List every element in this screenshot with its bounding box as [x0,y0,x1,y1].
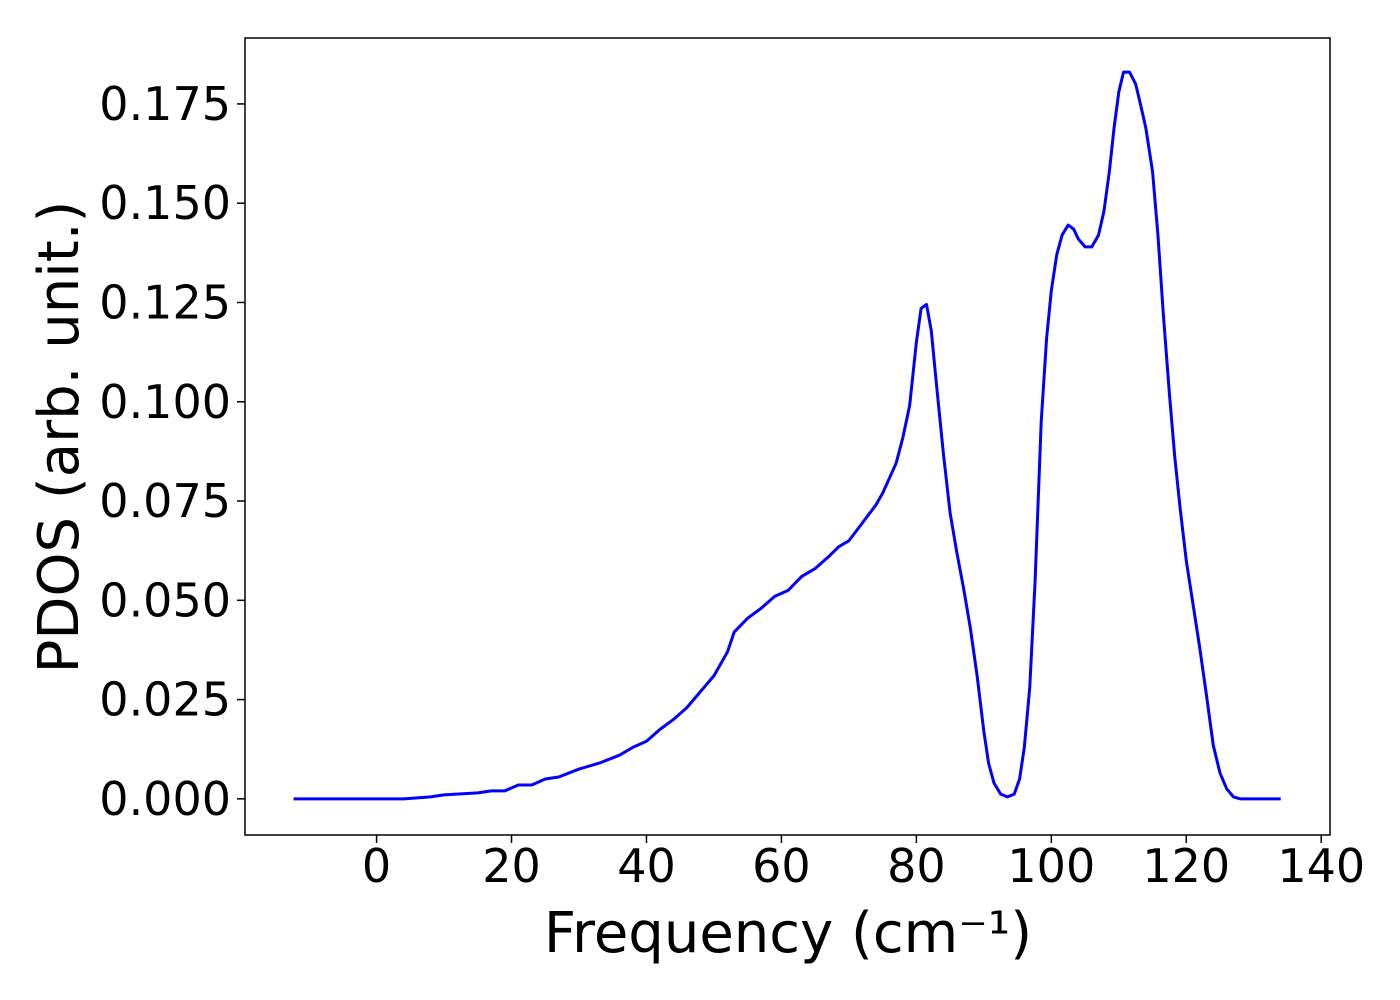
plot-frame [244,37,1331,836]
x-tick-label: 120 [1142,839,1230,893]
x-tick-label: 100 [1007,839,1095,893]
x-tick-label: 20 [482,839,541,893]
y-axis-label: PDOS (arb. unit.) [27,201,92,674]
y-tick-label: 0.150 [99,176,231,230]
data-line [293,70,1281,801]
x-tick-label: 80 [887,839,946,893]
y-tick-label: 0.100 [99,375,231,429]
y-tick-label: 0.125 [99,275,231,329]
y-tick-label: 0.025 [99,673,231,727]
y-tick-label: 0.075 [99,474,231,528]
x-tick-label: 140 [1277,839,1365,893]
y-tick-label: 0.175 [99,77,231,131]
x-tick-label: 40 [617,839,676,893]
x-tick-label: 0 [362,839,391,893]
y-tick-label: 0.000 [99,772,231,826]
x-axis-label: Frequency (cm⁻¹) [544,901,1032,966]
y-tick-label: 0.050 [99,573,231,627]
x-tick-label: 60 [752,839,811,893]
